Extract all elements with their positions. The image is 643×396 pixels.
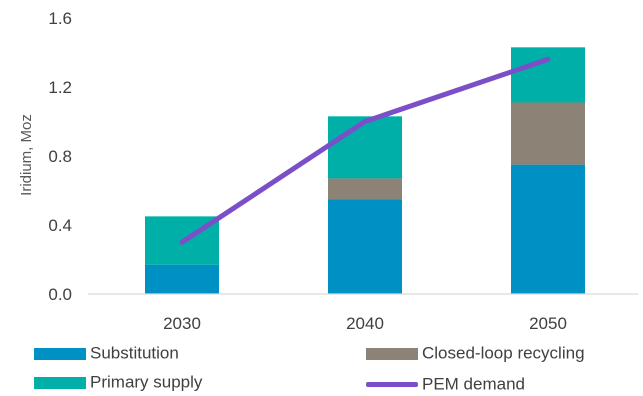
x-tick-label: 2030: [163, 314, 201, 330]
legend-label-substitution: Substitution: [90, 344, 179, 363]
bar-substitution-2040: [328, 199, 402, 294]
primary-supply-swatch: [34, 377, 86, 389]
y-tick-label: 0.8: [48, 147, 72, 166]
legend-pem-demand: PEM demand: [366, 374, 525, 395]
x-tick-label: 2050: [529, 314, 567, 330]
bar-substitution-2030: [145, 265, 219, 294]
bar-substitution-2050: [511, 165, 585, 294]
closed-loop-swatch: [366, 348, 418, 360]
x-tick-label: 2040: [346, 314, 384, 330]
y-tick-label: 0.0: [48, 285, 72, 304]
pem-demand-swatch: [366, 382, 418, 387]
legend-primary-supply: Primary supply: [34, 372, 202, 393]
bar-closed-loop-recycling-2040: [328, 178, 402, 199]
legend-substitution: Substitution: [34, 343, 179, 364]
legend-label-closed-loop: Closed-loop recycling: [422, 344, 585, 363]
y-tick-label: 1.2: [48, 78, 72, 97]
y-tick-label: 1.6: [48, 9, 72, 28]
chart: Iridium, Moz 0.0 0.4 0.8 1.2 1.6 2030 2040 205…: [0, 0, 643, 330]
legend-label-primary-supply: Primary supply: [90, 373, 202, 392]
bar-closed-loop-recycling-2050: [511, 103, 585, 165]
y-axis-label: Iridium, Moz: [18, 114, 35, 196]
legend-closed-loop-recycling: Closed-loop recycling: [366, 343, 585, 364]
bar-primary-supply-2040: [328, 116, 402, 178]
bar-primary-supply-2050: [511, 47, 585, 102]
substitution-swatch: [34, 348, 86, 360]
legend-label-pem-demand: PEM demand: [422, 375, 525, 394]
y-tick-label: 0.4: [48, 216, 72, 235]
